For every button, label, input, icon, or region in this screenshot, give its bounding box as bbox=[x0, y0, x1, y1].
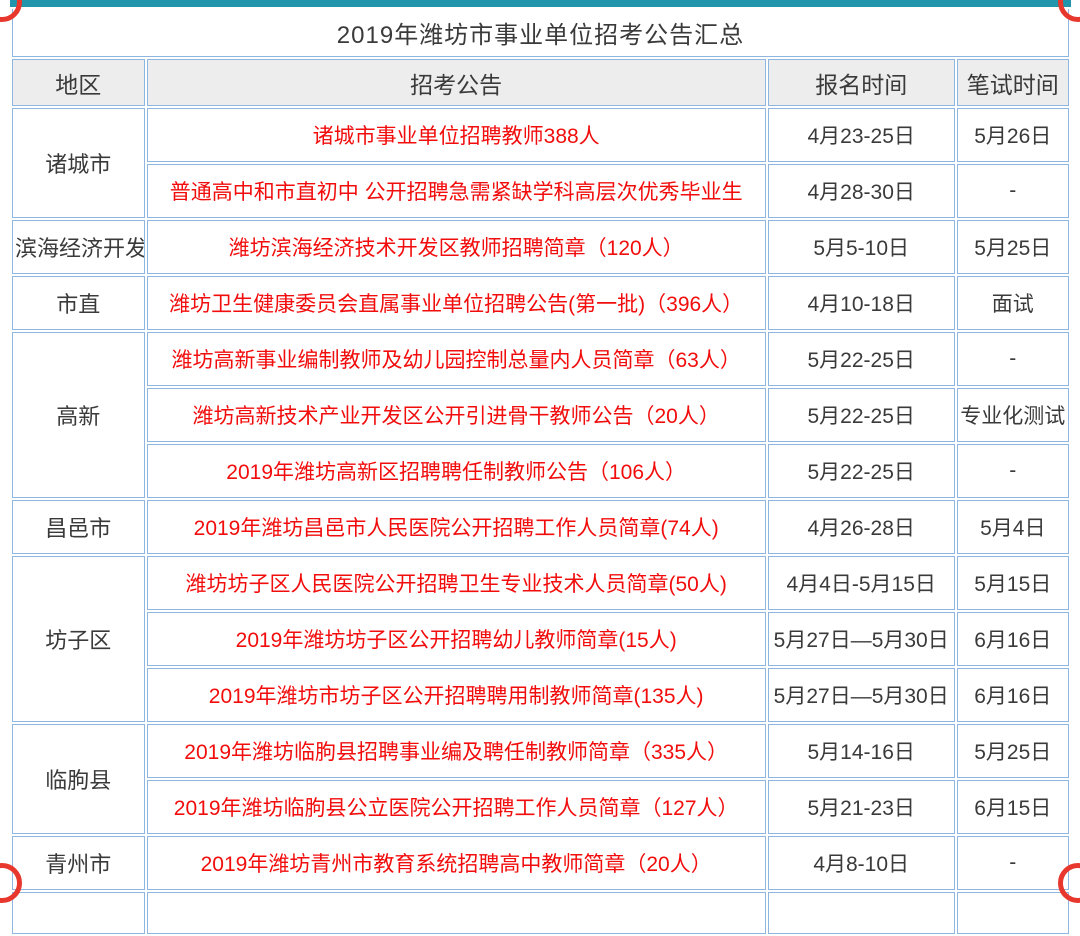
table-row: 2019年潍坊市坊子区公开招聘聘用制教师简章(135人) 5月27日—5月30日 6… bbox=[12, 668, 1069, 722]
region-cell: 诸城市 bbox=[12, 108, 145, 218]
column-header-row: 地区 招考公告 报名时间 笔试时间 bbox=[12, 59, 1069, 106]
table-row: 坊子区 潍坊坊子区人民医院公开招聘卫生专业技术人员简章(50人) 4月4日-5月15… bbox=[12, 556, 1069, 722]
signup-time-cell: 4月28-30日 bbox=[767, 164, 955, 218]
table-row: 诸城市 诸城市事业单位招聘教师388人 4月23-25日 5月26日 bbox=[12, 108, 1069, 218]
region-cell: 昌邑市 bbox=[12, 500, 145, 554]
empty-cell bbox=[956, 892, 1069, 934]
announcement-link[interactable]: 2019年潍坊市坊子区公开招聘聘用制教师简章(135人) bbox=[146, 668, 766, 722]
signup-time-cell: 4月4日-5月15日 bbox=[767, 556, 955, 610]
signup-time-cell: 4月8-10日 bbox=[767, 836, 955, 890]
exam-time-cell: - bbox=[956, 836, 1069, 890]
announcement-link[interactable]: 潍坊卫生健康委员会直属事业单位招聘公告(第一批)（396人） bbox=[146, 276, 766, 330]
table-row: 昌邑市 2019年潍坊昌邑市人民医院公开招聘工作人员简章(74人) 4月26-28日… bbox=[12, 500, 1069, 554]
exam-time-cell: 5月4日 bbox=[956, 500, 1069, 554]
exam-time-cell: 5月26日 bbox=[956, 108, 1069, 162]
signup-time-cell: 5月27日—5月30日 bbox=[767, 612, 955, 666]
region-cell: 高新 bbox=[12, 332, 145, 498]
announcement-link[interactable]: 2019年潍坊高新区招聘聘任制教师公告（106人） bbox=[146, 444, 766, 498]
announcement-link[interactable]: 2019年潍坊临朐县公立医院公开招聘工作人员简章（127人） bbox=[146, 780, 766, 834]
region-cell: 临朐县 bbox=[12, 724, 145, 834]
exam-time-cell: 6月15日 bbox=[956, 780, 1069, 834]
signup-time-cell: 5月22-25日 bbox=[767, 332, 955, 386]
red-frame-corner-top-right bbox=[1058, 0, 1080, 22]
empty-cell bbox=[767, 892, 955, 934]
exam-time-cell: - bbox=[956, 332, 1069, 386]
table-row: 临朐县 2019年潍坊临朐县招聘事业编及聘任制教师简章（335人） 5月14-16日… bbox=[12, 724, 1069, 834]
table-row: 普通高中和市直初中 公开招聘急需紧缺学科高层次优秀毕业生 4月28-30日 - bbox=[12, 164, 1069, 218]
exam-time-cell: - bbox=[956, 164, 1069, 218]
announcement-link[interactable]: 2019年潍坊青州市教育系统招聘高中教师简章（20人） bbox=[146, 836, 766, 890]
exam-time-cell: 5月25日 bbox=[956, 220, 1069, 274]
announcement-link[interactable]: 潍坊坊子区人民医院公开招聘卫生专业技术人员简章(50人) bbox=[146, 556, 766, 610]
table-row: 2019年潍坊坊子区公开招聘幼儿教师简章(15人) 5月27日—5月30日 6月16… bbox=[12, 612, 1069, 666]
column-header-announcement: 招考公告 bbox=[146, 59, 766, 106]
empty-cell bbox=[146, 892, 766, 934]
table-row: 潍坊高新技术产业开发区公开引进骨干教师公告（20人） 5月22-25日 专业化测试 bbox=[12, 388, 1069, 442]
signup-time-cell: 5月22-25日 bbox=[767, 444, 955, 498]
region-cell: 坊子区 bbox=[12, 556, 145, 722]
signup-time-cell: 5月27日—5月30日 bbox=[767, 668, 955, 722]
table-row: 市直 潍坊卫生健康委员会直属事业单位招聘公告(第一批)（396人） 4月10-18日… bbox=[12, 276, 1069, 330]
signup-time-cell: 4月26-28日 bbox=[767, 500, 955, 554]
region-cell: 青州市 bbox=[12, 836, 145, 890]
exam-time-cell: 6月16日 bbox=[956, 668, 1069, 722]
announcement-link[interactable]: 2019年潍坊昌邑市人民医院公开招聘工作人员简章(74人) bbox=[146, 500, 766, 554]
recruitment-summary-table: 2019年潍坊市事业单位招考公告汇总 地区 招考公告 报名时间 笔试时间 诸城市… bbox=[10, 0, 1071, 936]
title-row: 2019年潍坊市事业单位招考公告汇总 bbox=[12, 9, 1069, 57]
table-row: 青州市 2019年潍坊青州市教育系统招聘高中教师简章（20人） 4月8-10日 - bbox=[12, 836, 1069, 890]
table-body: 诸城市 诸城市事业单位招聘教师388人 4月23-25日 5月26日 普通高中和市直初中… bbox=[12, 108, 1069, 934]
signup-time-cell: 5月21-23日 bbox=[767, 780, 955, 834]
signup-time-cell: 4月10-18日 bbox=[767, 276, 955, 330]
signup-time-cell: 5月14-16日 bbox=[767, 724, 955, 778]
announcement-link[interactable]: 诸城市事业单位招聘教师388人 bbox=[146, 108, 766, 162]
exam-time-cell: 5月25日 bbox=[956, 724, 1069, 778]
signup-time-cell: 5月5-10日 bbox=[767, 220, 955, 274]
signup-time-cell: 5月22-25日 bbox=[767, 388, 955, 442]
exam-time-cell: 6月16日 bbox=[956, 612, 1069, 666]
table-row: 高新 潍坊高新事业编制教师及幼儿园控制总量内人员简章（63人） 5月22-25日 - bbox=[12, 332, 1069, 498]
exam-time-cell: 面试 bbox=[956, 276, 1069, 330]
exam-time-cell: 5月15日 bbox=[956, 556, 1069, 610]
page-title: 2019年潍坊市事业单位招考公告汇总 bbox=[12, 9, 1069, 57]
announcement-link[interactable]: 2019年潍坊坊子区公开招聘幼儿教师简章(15人) bbox=[146, 612, 766, 666]
region-cell: 滨海经济开发 bbox=[12, 220, 145, 274]
table-row: 2019年潍坊高新区招聘聘任制教师公告（106人） 5月22-25日 - bbox=[12, 444, 1069, 498]
announcement-link[interactable]: 潍坊高新事业编制教师及幼儿园控制总量内人员简章（63人） bbox=[146, 332, 766, 386]
table-row: 2019年潍坊临朐县公立医院公开招聘工作人员简章（127人） 5月21-23日 6月… bbox=[12, 780, 1069, 834]
announcement-link[interactable]: 普通高中和市直初中 公开招聘急需紧缺学科高层次优秀毕业生 bbox=[146, 164, 766, 218]
announcement-link[interactable]: 潍坊高新技术产业开发区公开引进骨干教师公告（20人） bbox=[146, 388, 766, 442]
empty-cell bbox=[12, 892, 145, 934]
exam-time-cell: - bbox=[956, 444, 1069, 498]
announcement-link[interactable]: 2019年潍坊临朐县招聘事业编及聘任制教师简章（335人） bbox=[146, 724, 766, 778]
region-cell: 市直 bbox=[12, 276, 145, 330]
column-header-region: 地区 bbox=[12, 59, 145, 106]
red-frame-corner-top-left bbox=[0, 0, 22, 22]
exam-time-cell: 专业化测试 bbox=[956, 388, 1069, 442]
table-row: 滨海经济开发 潍坊滨海经济技术开发区教师招聘简章（120人） 5月5-10日 5月25… bbox=[12, 220, 1069, 274]
announcement-link[interactable]: 潍坊滨海经济技术开发区教师招聘简章（120人） bbox=[146, 220, 766, 274]
column-header-signup-time: 报名时间 bbox=[767, 59, 955, 106]
column-header-exam-time: 笔试时间 bbox=[956, 59, 1069, 106]
partial-row bbox=[12, 892, 1069, 934]
signup-time-cell: 4月23-25日 bbox=[767, 108, 955, 162]
